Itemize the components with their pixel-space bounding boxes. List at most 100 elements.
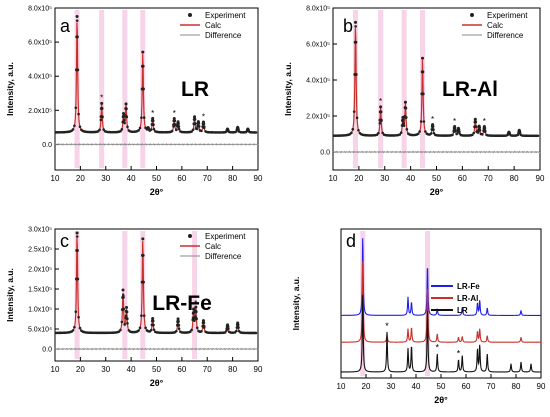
experiment-point: [246, 129, 250, 133]
experiment-point: [355, 116, 359, 120]
highlight-band: [378, 10, 384, 168]
experiment-point: [173, 119, 177, 123]
experiment-point: [76, 277, 80, 281]
highlight-band: [74, 10, 80, 168]
y-tick-label: 0.0: [42, 347, 52, 354]
x-tick-label: 50: [152, 365, 161, 374]
experiment-point: [419, 120, 423, 123]
experiment-point: [144, 326, 147, 330]
y-tick-label: 8.0x10⁵: [28, 6, 52, 13]
legend-marker-experiment: [470, 13, 474, 17]
experiment-point: [125, 115, 129, 119]
sample-name: LR: [181, 78, 209, 101]
experiment-point: [123, 323, 126, 326]
difference-line: [332, 150, 541, 154]
highlight-band: [353, 10, 359, 168]
x-tick-label: 90: [536, 174, 545, 183]
x-tick-label: 80: [510, 174, 519, 183]
y-tick-label: 1.5x10⁵: [28, 287, 52, 294]
experiment-point: [474, 120, 478, 124]
experiment-point: [350, 131, 353, 135]
experiment-point: [508, 132, 512, 136]
legend-label: LR-Fe: [457, 282, 480, 291]
experiment-point: [483, 129, 487, 133]
experiment-point: [457, 130, 461, 134]
y-tick-label: 2.5x10⁵: [28, 247, 52, 254]
y-tick-label: 6.0x10⁵: [28, 40, 52, 47]
experiment-point: [120, 128, 124, 131]
legend-label: Calc: [205, 21, 221, 30]
experiment-point: [193, 122, 197, 126]
y-axis-label: Intensity, a.u.: [283, 62, 293, 116]
difference-line: [54, 347, 259, 351]
x-tick-label: 60: [458, 174, 467, 183]
experiment-point: [173, 123, 177, 127]
experiment-point: [200, 330, 203, 333]
legend-marker-experiment: [188, 13, 192, 17]
experiment-point: [100, 106, 104, 110]
x-tick-label: 50: [437, 382, 446, 391]
highlight-band: [99, 10, 105, 168]
y-tick-label: 2.0x10⁵: [306, 114, 330, 121]
experiment-point: [77, 112, 80, 116]
experiment-point: [99, 118, 103, 122]
experiment-point: [474, 125, 478, 129]
experiment-point: [403, 100, 407, 104]
calc-line: [333, 28, 540, 137]
experiment-point: [401, 122, 405, 125]
experiment-point: [352, 110, 356, 113]
experiment-point: [149, 328, 153, 332]
experiment-point: [151, 319, 155, 323]
experiment-point: [202, 125, 206, 129]
experiment-point: [235, 329, 238, 333]
x-tick-label: 70: [203, 365, 212, 374]
legend-label: Experiment: [205, 232, 246, 241]
experiment-point: [202, 122, 206, 126]
experiment-point: [429, 132, 433, 135]
y-tick-label: 1.0x10⁵: [28, 307, 52, 314]
y-axis-label: Intensity, a.u.: [5, 62, 15, 116]
x-tick-label: 20: [354, 174, 363, 183]
experiment-point: [431, 125, 435, 129]
experiment-point: [172, 116, 176, 120]
experiment-point: [379, 110, 383, 114]
y-tick-label: 0.0: [42, 142, 52, 149]
experiment-point: [102, 128, 106, 131]
experiment-point: [137, 329, 140, 332]
star-marker: *: [385, 321, 389, 331]
star-marker: *: [435, 343, 439, 353]
x-tick-label: 30: [101, 174, 110, 183]
star-marker: *: [100, 93, 103, 102]
experiment-point: [193, 117, 197, 121]
x-tick-label: 80: [228, 365, 237, 374]
experiment-point: [177, 125, 181, 129]
experiment-point: [190, 328, 193, 332]
x-axis-label: 2θ°: [150, 378, 164, 388]
experiment-point: [74, 106, 78, 110]
experiment-point: [141, 87, 145, 91]
star-marker: *: [483, 117, 486, 126]
x-tick-label: 60: [177, 174, 186, 183]
panel-a: 10 20 30 40 50 60 70 80 90 2θ° 0.0 2.0x10⁵ 4.0x10⁵ 6.…: [5, 6, 263, 198]
highlight-band: [74, 231, 80, 359]
experiment-point: [122, 307, 126, 311]
y-tick-label: 2.0x10⁵: [28, 108, 52, 115]
experiment-point: [125, 310, 129, 314]
legend-label: Difference: [487, 31, 524, 40]
star-marker: *: [379, 97, 382, 106]
experiment-point: [73, 124, 76, 128]
series-line-lr-al: [341, 261, 541, 343]
panel-label: c: [60, 231, 69, 251]
experiment-point: [98, 128, 101, 132]
experiment-point: [194, 305, 198, 309]
x-axis-label: 2θ°: [150, 187, 164, 197]
experiment-point: [71, 329, 75, 332]
experiment-point: [119, 328, 122, 332]
y-tick-label: 0.0: [320, 150, 330, 157]
x-tick-label: 20: [76, 365, 85, 374]
highlight-band: [192, 231, 198, 359]
experiment-point: [142, 314, 146, 317]
experiment-point: [421, 70, 425, 74]
experiment-point: [200, 129, 203, 133]
